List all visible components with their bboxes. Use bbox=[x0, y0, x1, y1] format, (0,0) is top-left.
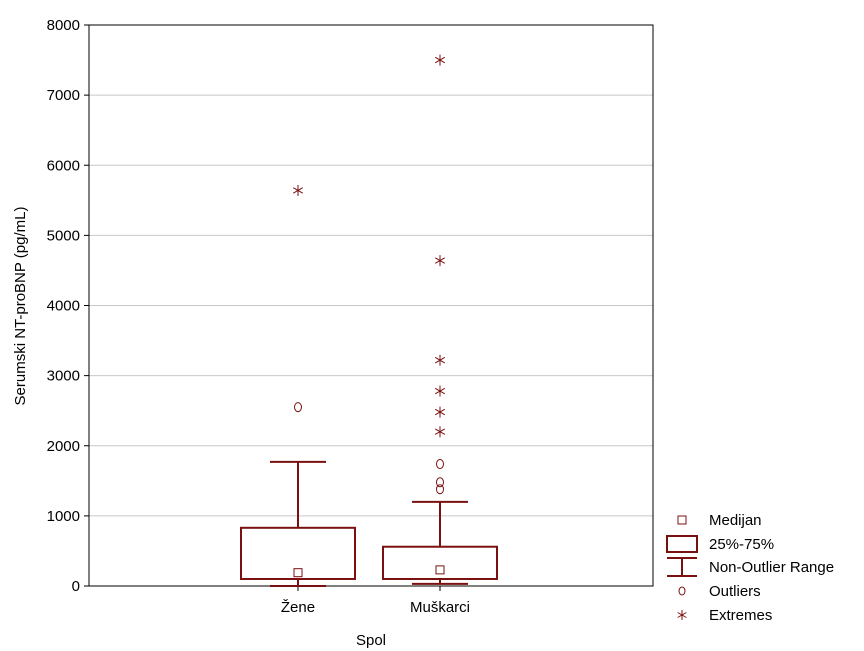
extreme-stroke bbox=[292, 187, 304, 194]
y-tick-label: 1000 bbox=[47, 508, 80, 525]
extreme-point bbox=[434, 354, 446, 366]
extreme-point bbox=[434, 54, 446, 66]
boxes bbox=[240, 54, 498, 587]
legend: Medijan 25%-75% Non-Outlier Range Outliers E… bbox=[666, 512, 834, 624]
legend-box-swatch bbox=[666, 535, 698, 553]
extreme-stroke bbox=[434, 257, 446, 264]
y-tick-label: 4000 bbox=[47, 298, 80, 315]
extreme-stroke bbox=[434, 428, 446, 435]
x-tick-label: Muškarci bbox=[410, 599, 470, 616]
extreme-stroke bbox=[434, 56, 446, 64]
extreme-stroke bbox=[677, 612, 687, 618]
median-marker bbox=[293, 568, 303, 578]
y-tick-label: 2000 bbox=[47, 438, 80, 455]
extreme-stroke bbox=[434, 357, 446, 364]
legend-item: Non-Outlier Range bbox=[667, 557, 834, 577]
y-tick-label: 8000 bbox=[47, 17, 80, 34]
iqr-box bbox=[240, 526, 356, 580]
box-group bbox=[382, 54, 498, 585]
legend-label: 25%-75% bbox=[709, 536, 774, 553]
legend-item: Extremes bbox=[677, 607, 772, 624]
y-tick-label: 6000 bbox=[47, 157, 80, 174]
y-axis-ticks: 0 1000 2000 3000 4000 5000 6000 7000 8000 bbox=[47, 17, 89, 595]
legend-label: Outliers bbox=[709, 583, 761, 600]
legend-item: Outliers bbox=[678, 583, 761, 600]
y-tick-label: 5000 bbox=[47, 227, 80, 244]
box-group bbox=[240, 184, 356, 587]
y-tick-label: 0 bbox=[72, 578, 80, 595]
extreme-point bbox=[434, 385, 446, 397]
y-tick-label: 3000 bbox=[47, 368, 80, 385]
extreme-point bbox=[434, 426, 446, 438]
legend-outlier-swatch bbox=[678, 586, 686, 596]
extreme-point bbox=[434, 406, 446, 418]
extreme-point bbox=[434, 255, 446, 267]
legend-extreme-swatch bbox=[677, 610, 687, 620]
iqr-box bbox=[382, 545, 498, 580]
legend-label: Medijan bbox=[709, 512, 762, 529]
legend-label: Non-Outlier Range bbox=[709, 559, 834, 576]
y-axis-title: Serumski NT-proBNP (pg/mL) bbox=[12, 207, 29, 406]
outlier-point bbox=[436, 484, 444, 495]
outlier-point bbox=[436, 458, 444, 469]
legend-item: Medijan bbox=[677, 512, 762, 529]
x-axis-title: Spol bbox=[356, 632, 386, 649]
extreme-stroke bbox=[434, 408, 446, 416]
x-tick-label: Žene bbox=[281, 599, 315, 616]
gridlines bbox=[89, 94, 653, 517]
outlier-point bbox=[436, 477, 444, 488]
outlier-point bbox=[294, 402, 302, 413]
legend-median-swatch bbox=[677, 515, 687, 525]
extreme-stroke bbox=[434, 387, 446, 395]
extreme-point bbox=[292, 184, 304, 196]
x-axis-ticks: Žene Muškarci bbox=[281, 586, 470, 616]
legend-label: Extremes bbox=[709, 607, 772, 624]
y-tick-label: 7000 bbox=[47, 87, 80, 104]
legend-item: 25%-75% bbox=[666, 535, 774, 553]
median-marker bbox=[435, 565, 445, 575]
